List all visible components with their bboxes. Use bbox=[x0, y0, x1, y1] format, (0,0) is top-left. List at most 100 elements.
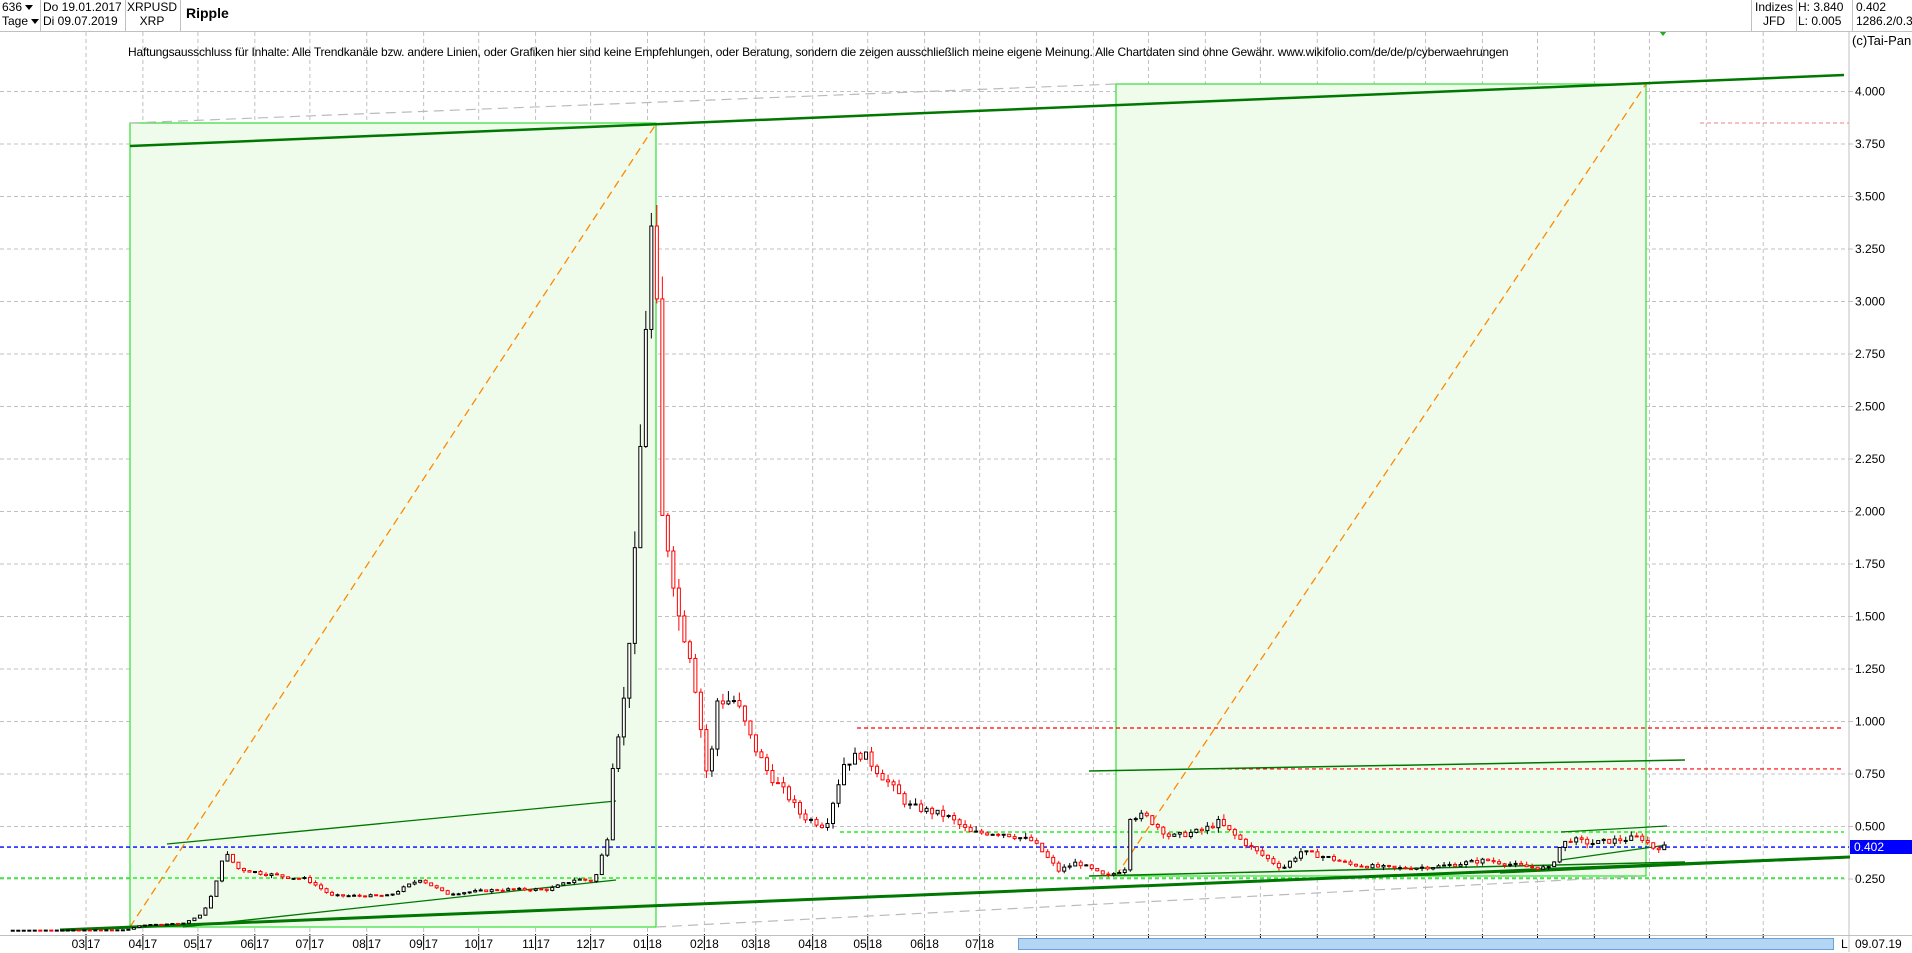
candle-body bbox=[330, 891, 335, 896]
candle-body bbox=[104, 929, 109, 932]
candle-body bbox=[1287, 860, 1292, 868]
candle-body bbox=[836, 784, 841, 804]
x-tick-label: 18 bbox=[814, 937, 828, 951]
candle-body bbox=[1513, 862, 1518, 865]
candle-body bbox=[1238, 834, 1243, 840]
candle-body bbox=[32, 929, 37, 932]
candle-body bbox=[440, 887, 445, 892]
candle-body bbox=[654, 225, 659, 300]
candle-body bbox=[1331, 855, 1336, 861]
date-range[interactable]: Do 19.01.2017 Di 09.07.2019 bbox=[41, 0, 126, 31]
candle-body bbox=[1337, 859, 1342, 862]
candle-body bbox=[858, 752, 863, 760]
candle-body bbox=[891, 781, 896, 786]
x-tick-label: 09 bbox=[409, 937, 423, 951]
candle-body bbox=[291, 877, 296, 880]
projection-line bbox=[655, 875, 1647, 928]
candle-body bbox=[726, 700, 731, 705]
time-axis bbox=[0, 935, 1912, 953]
count-dropdown[interactable]: 636 bbox=[0, 0, 40, 14]
copyright-label: (c)Tai-Pan bbox=[1852, 33, 1912, 48]
period-value: Tage bbox=[2, 14, 29, 28]
candle-body bbox=[990, 833, 995, 836]
candle-body bbox=[269, 873, 274, 877]
candle-body bbox=[43, 929, 48, 932]
instrument-name: Ripple bbox=[186, 5, 229, 21]
candle-body bbox=[1436, 865, 1441, 869]
candle-body bbox=[275, 873, 280, 876]
candle-body bbox=[181, 922, 186, 925]
candle-body bbox=[1243, 838, 1248, 847]
candle-body bbox=[1607, 838, 1612, 844]
candle-body bbox=[1442, 864, 1447, 867]
candle-body bbox=[1293, 857, 1298, 862]
candle-body bbox=[665, 514, 670, 552]
candle-body bbox=[522, 887, 527, 891]
x-tick-label: 03 bbox=[72, 937, 86, 951]
candle-body bbox=[445, 890, 450, 895]
candle-body bbox=[1502, 863, 1507, 866]
disclaimer-text: Haftungsausschluss für Inhalte: Alle Tre… bbox=[128, 45, 1509, 59]
y-tick-label: 0.500 bbox=[1855, 820, 1885, 834]
x-tick-label: 17 bbox=[425, 937, 439, 951]
candle-body bbox=[660, 298, 665, 516]
candle-body bbox=[1568, 840, 1573, 843]
exchange-cell: Indizes JFD bbox=[1751, 0, 1797, 31]
candle-body bbox=[87, 929, 92, 932]
candle-body bbox=[1260, 850, 1265, 856]
candle-body bbox=[1084, 864, 1089, 867]
diagonal-line bbox=[129, 123, 657, 928]
date-to: Di 09.07.2019 bbox=[43, 14, 118, 28]
candle-body bbox=[1596, 840, 1601, 844]
candle-body bbox=[577, 878, 582, 881]
candle-body bbox=[599, 854, 604, 876]
candle-body bbox=[1051, 856, 1056, 864]
candle-body bbox=[21, 929, 26, 932]
candle-body bbox=[924, 807, 929, 812]
candle-body bbox=[775, 782, 780, 785]
candle-body bbox=[313, 882, 318, 886]
x-tick-label: 17 bbox=[256, 937, 270, 951]
candle-body bbox=[1425, 866, 1430, 870]
candle-body bbox=[148, 924, 153, 927]
candle-body bbox=[1315, 851, 1320, 858]
candle-body bbox=[1601, 838, 1606, 842]
candle-body bbox=[946, 815, 951, 818]
x-tick-label: 18 bbox=[926, 937, 940, 951]
scroll-mode[interactable]: L bbox=[1841, 937, 1848, 951]
candle-body bbox=[324, 888, 329, 893]
candle-body bbox=[1387, 864, 1392, 867]
candle-body bbox=[1144, 812, 1149, 817]
lower-trendline bbox=[59, 855, 1851, 932]
candle-body bbox=[98, 929, 103, 932]
candle-body bbox=[1100, 870, 1105, 875]
candle-body bbox=[352, 894, 357, 897]
candle-body bbox=[704, 729, 709, 772]
scrollbar[interactable] bbox=[1018, 938, 1834, 950]
x-tick-label: 06 bbox=[240, 937, 254, 951]
source: JFD bbox=[1763, 14, 1785, 28]
candle-body bbox=[1210, 825, 1215, 829]
candle-body bbox=[979, 830, 984, 834]
candle-body bbox=[671, 550, 676, 589]
candle-body bbox=[1205, 825, 1210, 832]
candle-body bbox=[1216, 818, 1221, 829]
channel-line bbox=[166, 800, 617, 845]
candle-body bbox=[803, 813, 808, 821]
candle-body bbox=[434, 885, 439, 889]
candle-body bbox=[1381, 864, 1386, 868]
candle-body bbox=[511, 888, 516, 891]
channel-line bbox=[1088, 759, 1686, 772]
period-dropdown[interactable]: Tage bbox=[0, 14, 40, 28]
candle-body bbox=[506, 888, 511, 891]
last-value: 0.402 bbox=[1856, 0, 1887, 14]
candle-body bbox=[1194, 828, 1199, 833]
candle-body bbox=[1348, 861, 1353, 865]
candle-body bbox=[1546, 866, 1551, 869]
candle-body bbox=[1177, 831, 1182, 835]
candle-body bbox=[908, 803, 913, 806]
candle-body bbox=[831, 802, 836, 825]
candle-body bbox=[407, 883, 412, 888]
candle-body bbox=[280, 874, 285, 878]
